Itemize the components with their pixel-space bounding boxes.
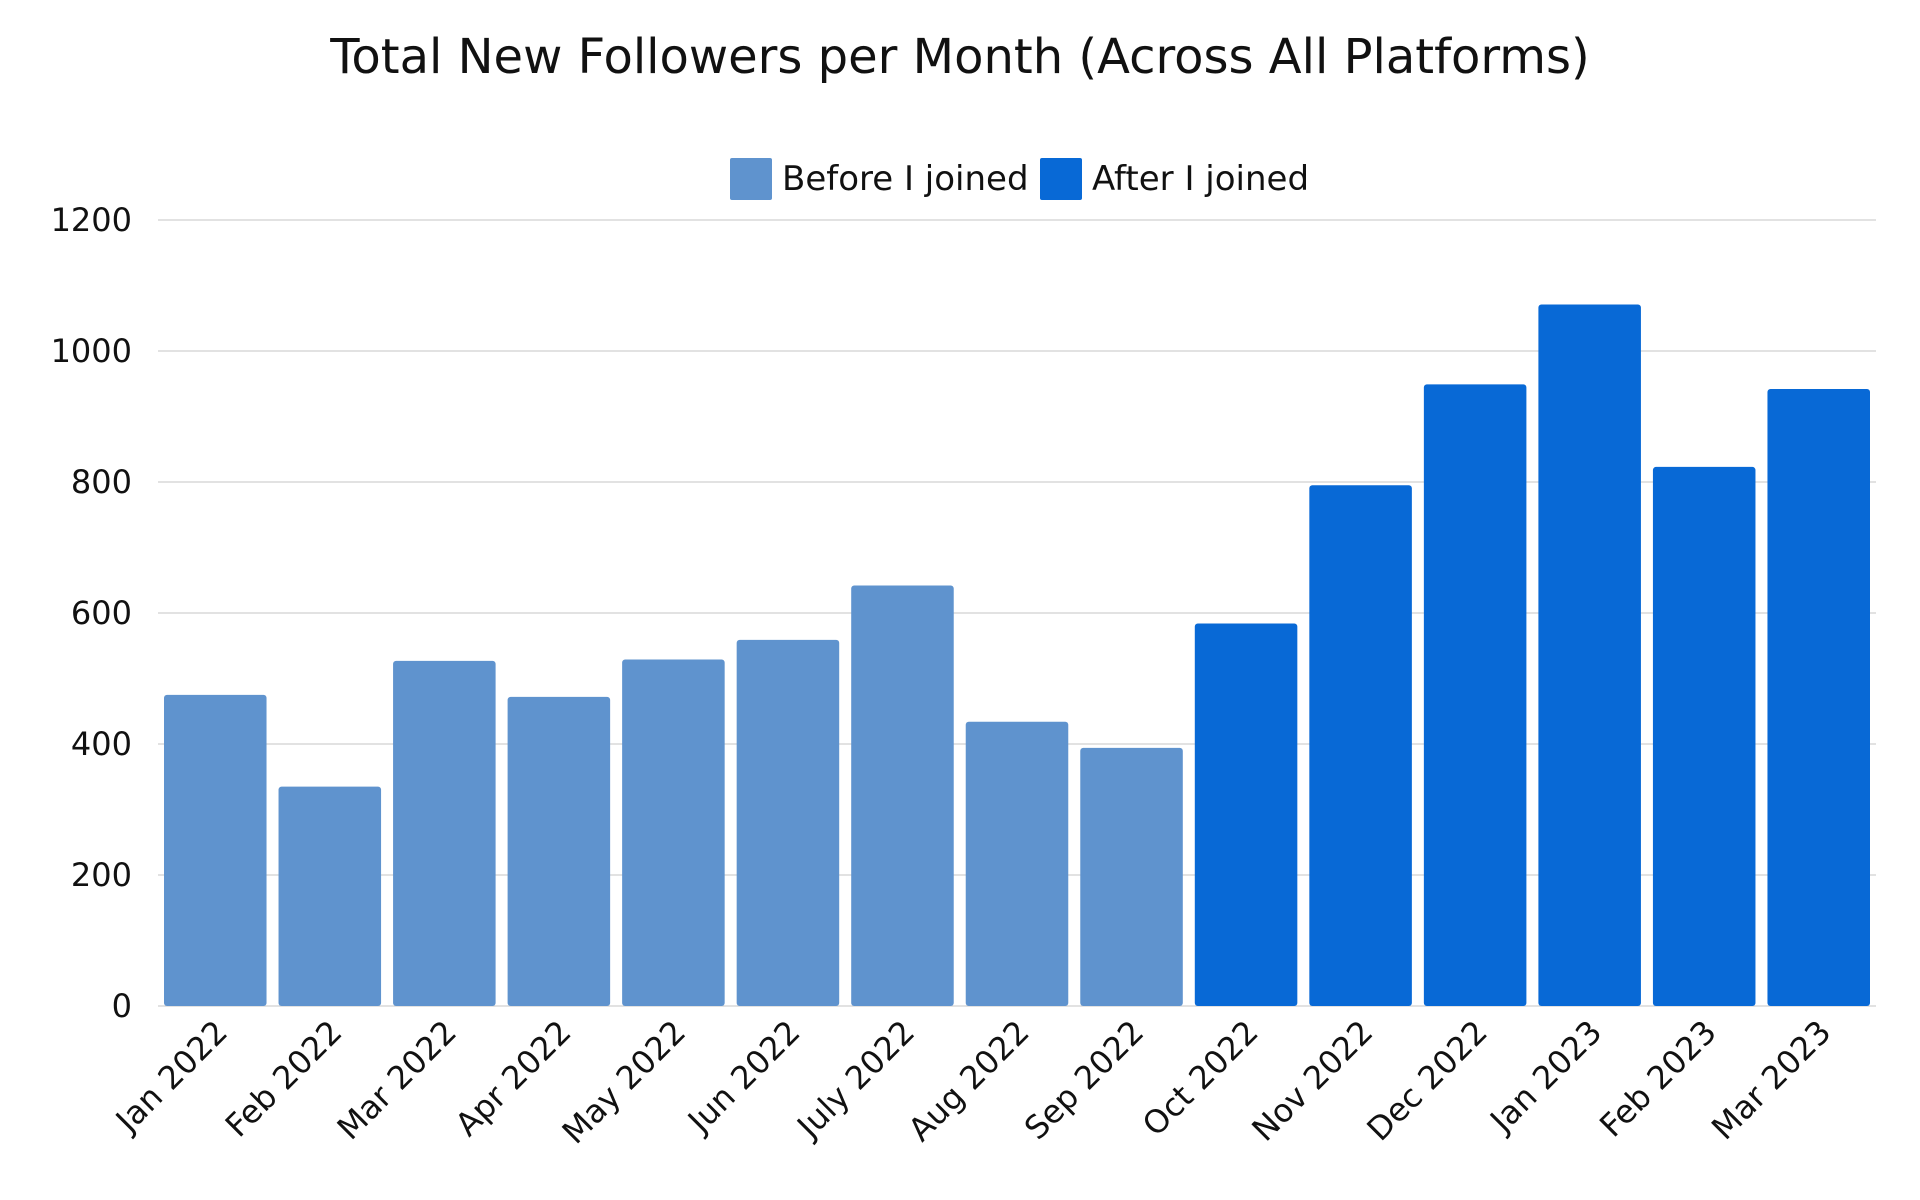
y-tick-label: 200 [71, 856, 132, 894]
x-tick-label: Feb 2022 [218, 1013, 350, 1145]
bar [736, 639, 840, 1006]
legend-swatch-before [730, 158, 772, 200]
bar [1652, 466, 1756, 1006]
legend: Before I joined After I joined [730, 158, 1309, 200]
bar [622, 659, 725, 1006]
x-tick-label: Jun 2022 [679, 1013, 807, 1141]
bar [393, 660, 496, 1006]
chart-title: Total New Followers per Month (Across Al… [329, 29, 1589, 85]
x-tick-label: Dec 2022 [1359, 1013, 1494, 1148]
y-tick-label: 0 [112, 987, 132, 1025]
x-tick-label: Mar 2022 [330, 1013, 464, 1147]
x-tick-label: May 2022 [555, 1013, 693, 1151]
y-tick-label: 400 [71, 725, 132, 763]
x-tick-label: July 2022 [788, 1013, 922, 1147]
y-tick-label: 1200 [51, 201, 132, 239]
bar [1194, 623, 1298, 1006]
bar [507, 696, 611, 1006]
bar [278, 786, 382, 1006]
bar [1080, 747, 1183, 1006]
x-tick-label: Jan 2023 [1481, 1013, 1609, 1141]
x-tick-label: Nov 2022 [1244, 1013, 1380, 1149]
bar [851, 585, 954, 1006]
x-tick-label: Feb 2023 [1592, 1013, 1724, 1145]
bar [1423, 384, 1527, 1006]
x-tick-label: Sep 2022 [1017, 1013, 1151, 1147]
y-tick-label: 1000 [51, 332, 132, 370]
x-tick-label: Jan 2022 [107, 1013, 235, 1141]
legend-swatch-after [1040, 158, 1082, 200]
legend-label-before: Before I joined [782, 159, 1029, 199]
bar [1538, 304, 1641, 1006]
y-tick-label: 800 [71, 463, 132, 501]
bar [965, 721, 1069, 1006]
bars [164, 304, 1870, 1006]
bar [1309, 485, 1412, 1006]
bar [164, 694, 267, 1006]
bar [1767, 388, 1870, 1006]
y-tick-label: 600 [71, 594, 132, 632]
y-axis: 0 200 400 600 800 1000 1200 [51, 201, 132, 1025]
x-tick-label: Aug 2022 [901, 1013, 1037, 1149]
x-tick-label: Mar 2023 [1704, 1013, 1838, 1147]
legend-label-after: After I joined [1092, 159, 1309, 199]
